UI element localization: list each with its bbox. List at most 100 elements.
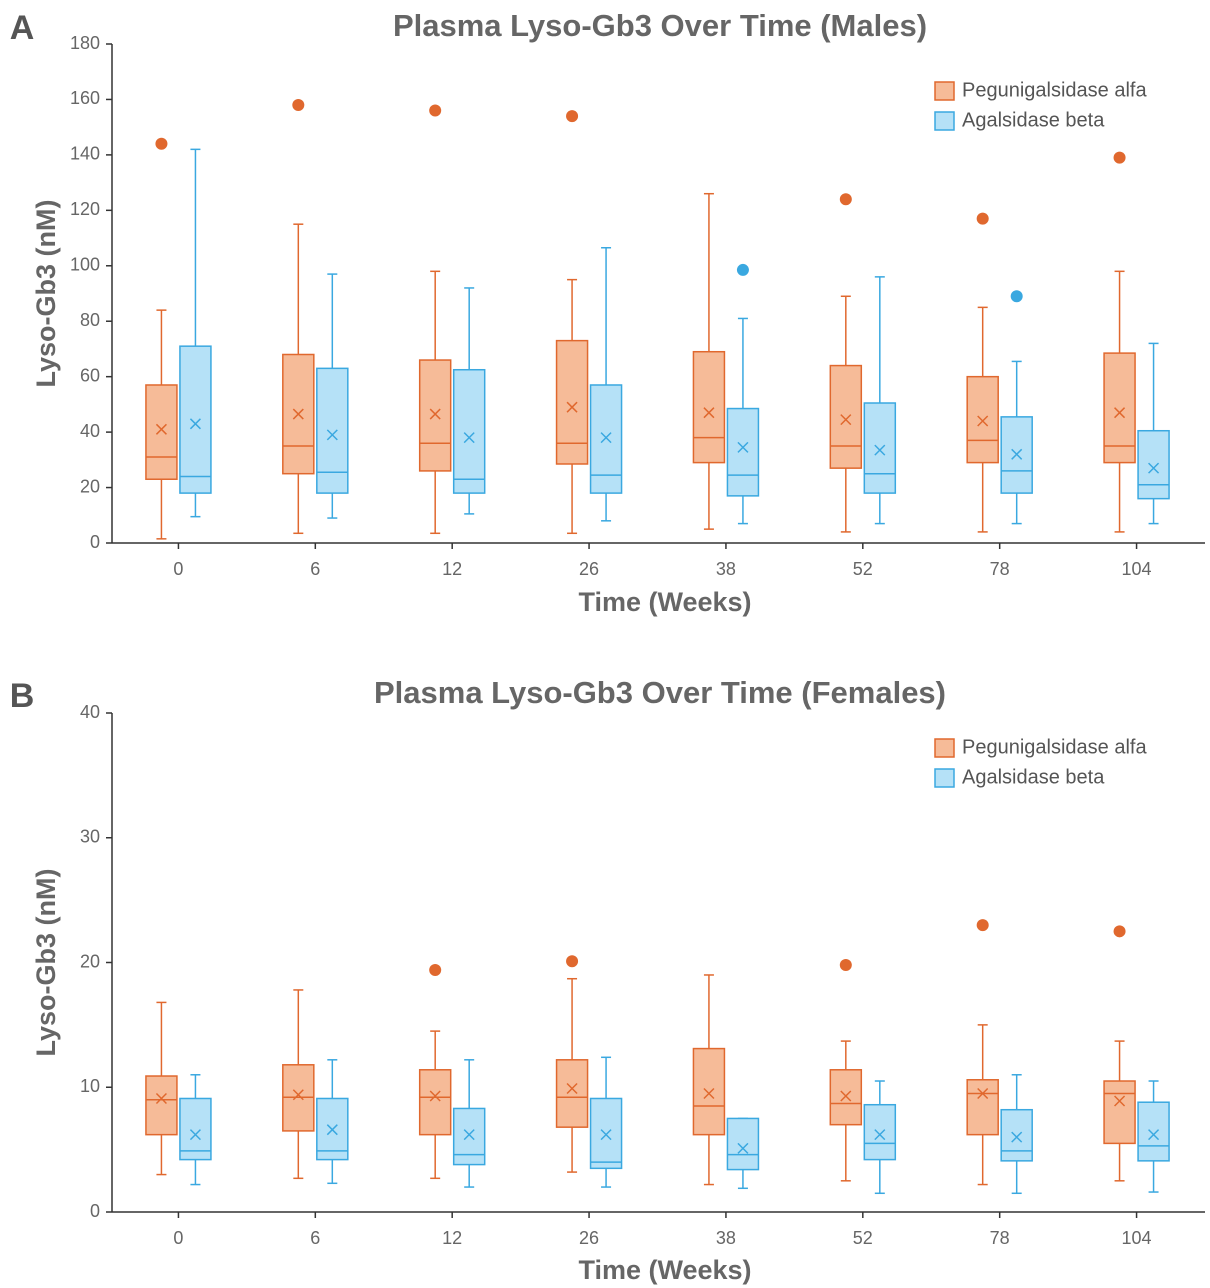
panel-label: A [10, 9, 35, 47]
box [145, 384, 178, 480]
mean-marker [292, 1089, 304, 1101]
box [418, 1069, 452, 1136]
outlier [566, 955, 579, 968]
mean-marker [1114, 1095, 1126, 1107]
mean-marker [189, 1129, 201, 1141]
mean-marker [703, 1087, 715, 1100]
outlier [1010, 290, 1023, 303]
x-tick-label: 38 [716, 1228, 736, 1248]
legend-swatch [934, 768, 955, 788]
outlier [976, 212, 989, 225]
legend-label: Pegunigalsidase alfa [962, 79, 1147, 101]
mean-marker [463, 432, 475, 444]
x-tick-label: 0 [173, 559, 183, 579]
mean-marker [1011, 448, 1023, 460]
legend-label: Agalsidase beta [962, 766, 1105, 788]
y-tick-label: 20 [80, 476, 100, 496]
box [692, 350, 726, 464]
mean-marker [1011, 1131, 1023, 1143]
y-tick-label: 80 [80, 310, 100, 330]
x-tick-label: 38 [716, 559, 736, 579]
outlier [976, 919, 989, 932]
box [1137, 429, 1170, 500]
box [726, 407, 760, 497]
x-tick-label: 78 [990, 1228, 1010, 1248]
outlier [839, 193, 852, 206]
y-tick-label: 140 [70, 144, 100, 164]
mean-marker [977, 1087, 989, 1100]
box [555, 339, 589, 465]
box [179, 1097, 212, 1161]
mean-marker [874, 444, 886, 456]
box [179, 345, 212, 494]
x-tick-label: 78 [990, 559, 1010, 579]
y-tick-label: 0 [90, 1201, 100, 1221]
box [555, 1059, 589, 1128]
mean-marker [189, 418, 201, 430]
box [1103, 1080, 1136, 1145]
outlier [1113, 925, 1126, 938]
box [1137, 1101, 1170, 1162]
y-axis-title: Lyso-Gb3 (nM) [31, 200, 61, 388]
mean-marker [840, 1090, 852, 1102]
x-tick-label: 52 [853, 1228, 873, 1248]
box [452, 368, 486, 494]
y-tick-label: 180 [70, 33, 100, 53]
outlier [566, 110, 579, 123]
mean-marker [840, 414, 852, 426]
box [863, 402, 897, 494]
outlier [429, 963, 442, 976]
mean-marker [1148, 462, 1160, 474]
x-tick-label: 12 [442, 1228, 462, 1248]
outlier [292, 98, 305, 111]
y-tick-label: 100 [70, 255, 100, 275]
box [145, 1075, 178, 1136]
mean-marker [737, 441, 749, 453]
panel-label: B [10, 677, 35, 715]
mean-marker [600, 432, 612, 444]
mean-marker [566, 401, 578, 413]
chart-title: Plasma Lyso-Gb3 Over Time (Males) [393, 8, 927, 43]
x-axis-title: Time (Weeks) [578, 1255, 751, 1285]
x-axis-title: Time (Weeks) [578, 587, 751, 617]
mean-marker [600, 1129, 612, 1141]
mean-marker [292, 408, 304, 420]
mean-marker [737, 1142, 749, 1154]
x-tick-label: 6 [310, 559, 320, 579]
mean-marker [155, 1092, 167, 1105]
mean-marker [703, 407, 715, 419]
y-tick-label: 0 [90, 532, 100, 552]
box [316, 367, 349, 494]
y-tick-label: 160 [70, 88, 100, 108]
y-axis-title: Lyso-Gb3 (nM) [31, 869, 61, 1057]
mean-marker [566, 1082, 578, 1095]
legend-swatch [934, 111, 955, 131]
mean-marker [326, 429, 338, 441]
x-tick-label: 0 [173, 1228, 183, 1248]
mean-marker [326, 1124, 338, 1136]
box [589, 1097, 623, 1170]
legend-label: Agalsidase beta [962, 109, 1105, 131]
box [1103, 352, 1136, 464]
panel: B Plasma Lyso-Gb3 Over Time (Females) Time… [10, 675, 1205, 1285]
y-tick-label: 40 [80, 421, 100, 441]
mean-marker [874, 1129, 886, 1141]
box [589, 384, 623, 494]
y-tick-label: 10 [80, 1076, 100, 1096]
box [418, 359, 452, 472]
box [452, 1107, 486, 1166]
chart-title: Plasma Lyso-Gb3 Over Time (Females) [374, 675, 946, 710]
panel: A Plasma Lyso-Gb3 Over Time (Males) Time (… [10, 8, 1205, 617]
box [966, 1079, 999, 1136]
box [1000, 1108, 1033, 1162]
outlier [155, 137, 168, 150]
box [726, 1117, 760, 1171]
box [692, 1047, 726, 1136]
legend-swatch [934, 738, 955, 758]
box [863, 1103, 897, 1161]
y-tick-label: 40 [80, 702, 100, 722]
mean-marker [1148, 1129, 1160, 1141]
legend-label: Pegunigalsidase alfa [962, 736, 1147, 758]
mean-marker [463, 1129, 475, 1141]
